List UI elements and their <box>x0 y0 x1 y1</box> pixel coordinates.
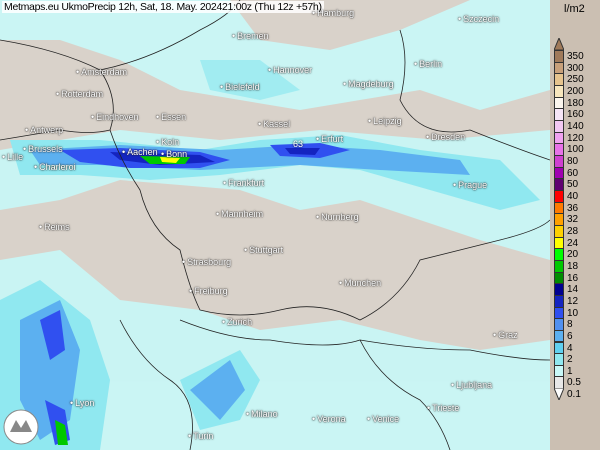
legend-top-arrow <box>554 38 564 50</box>
legend-label: 6 <box>567 330 573 342</box>
legend-label: 250 <box>567 74 584 86</box>
city-label: Szczecin <box>458 14 499 24</box>
city-label: Trieste <box>427 403 459 413</box>
legend-label: 0.1 <box>567 389 581 401</box>
city-label: Eindhoven <box>91 112 139 122</box>
legend-label: 14 <box>567 284 579 296</box>
legend-label: 350 <box>567 51 584 62</box>
borders <box>0 0 550 450</box>
city-label: Zurich <box>222 317 252 327</box>
legend-label: 120 <box>567 132 584 144</box>
city-label: Berlin <box>414 59 442 69</box>
legend-label: 32 <box>567 214 579 226</box>
city-label: Lyon <box>70 398 94 408</box>
city-label: Verona <box>312 414 346 424</box>
city-label: Essen <box>156 112 186 122</box>
legend-label: 16 <box>567 272 579 284</box>
legend-label: 20 <box>567 249 579 261</box>
city-label: Antwerp <box>25 125 63 135</box>
city-label: Lille <box>2 152 23 162</box>
legend-label: 50 <box>567 179 579 191</box>
city-label: Milano <box>246 409 278 419</box>
legend-label: 18 <box>567 260 579 272</box>
legend-label: 100 <box>567 144 584 156</box>
city-label: Venice <box>367 414 399 424</box>
city-label: Rotterdam <box>56 89 103 99</box>
legend-label: 0.5 <box>567 377 581 389</box>
legend-label: 60 <box>567 167 579 179</box>
map-title: Metmaps.eu UkmoPrecip 12h, Sat, 18. May.… <box>2 1 324 13</box>
legend-label: 1 <box>567 365 573 377</box>
city-label: Aachen <box>122 147 158 157</box>
city-label: Leipzig <box>368 116 402 126</box>
city-label: Amsterdam <box>76 67 127 77</box>
city-label: Nurnberg <box>316 212 359 222</box>
city-label: Turin <box>188 431 213 441</box>
city-label: Charleroi <box>34 162 76 172</box>
legend-label: 36 <box>567 202 579 214</box>
max-value-label: 63 <box>293 139 304 149</box>
city-label: Bremen <box>232 31 269 41</box>
legend-label: 300 <box>567 62 584 74</box>
city-label: Freiburg <box>189 286 228 296</box>
city-label: Bonn <box>161 149 187 159</box>
city-label: Munchen <box>339 278 381 288</box>
city-label: Reims <box>39 222 70 232</box>
city-label: Erfurt <box>316 134 343 144</box>
city-label: Koln <box>156 137 179 147</box>
legend: l/m2 350 300 250 200 180 160 140 120 100 80 60 50 40… <box>550 0 600 450</box>
legend-label: 160 <box>567 109 584 121</box>
city-label: Brussels <box>23 144 63 154</box>
legend-label: 12 <box>567 295 579 307</box>
legend-label: 180 <box>567 97 584 109</box>
city-label: Frankfurt <box>223 178 264 188</box>
city-label: Magdeburg <box>343 79 394 89</box>
city-label: Strasbourg <box>182 257 231 267</box>
legend-label: 4 <box>567 342 573 354</box>
legend-label: 28 <box>567 225 579 237</box>
legend-bottom-arrow <box>554 388 564 401</box>
legend-label: 24 <box>567 237 579 249</box>
legend-unit: l/m2 <box>564 3 585 15</box>
legend-label: 10 <box>567 307 579 319</box>
legend-label: 200 <box>567 85 584 97</box>
city-label: Stuttgart <box>244 245 283 255</box>
city-label: Mannheim <box>216 209 263 219</box>
city-label: Dresden <box>426 132 465 142</box>
city-label: Graz <box>493 330 518 340</box>
legend-label: 40 <box>567 190 579 202</box>
city-label: Hamburg <box>312 8 354 18</box>
city-label: Bielefeld <box>220 82 260 92</box>
legend-label: 140 <box>567 120 584 132</box>
city-label: Kassel <box>258 119 290 129</box>
city-label: Prague <box>453 180 487 190</box>
metmaps-logo <box>3 409 39 445</box>
legend-label: 2 <box>567 354 573 366</box>
city-label: Ljubljana <box>451 380 492 390</box>
legend-label: 80 <box>567 155 579 167</box>
legend-label: 8 <box>567 319 573 331</box>
city-label: Hannover <box>268 65 312 75</box>
